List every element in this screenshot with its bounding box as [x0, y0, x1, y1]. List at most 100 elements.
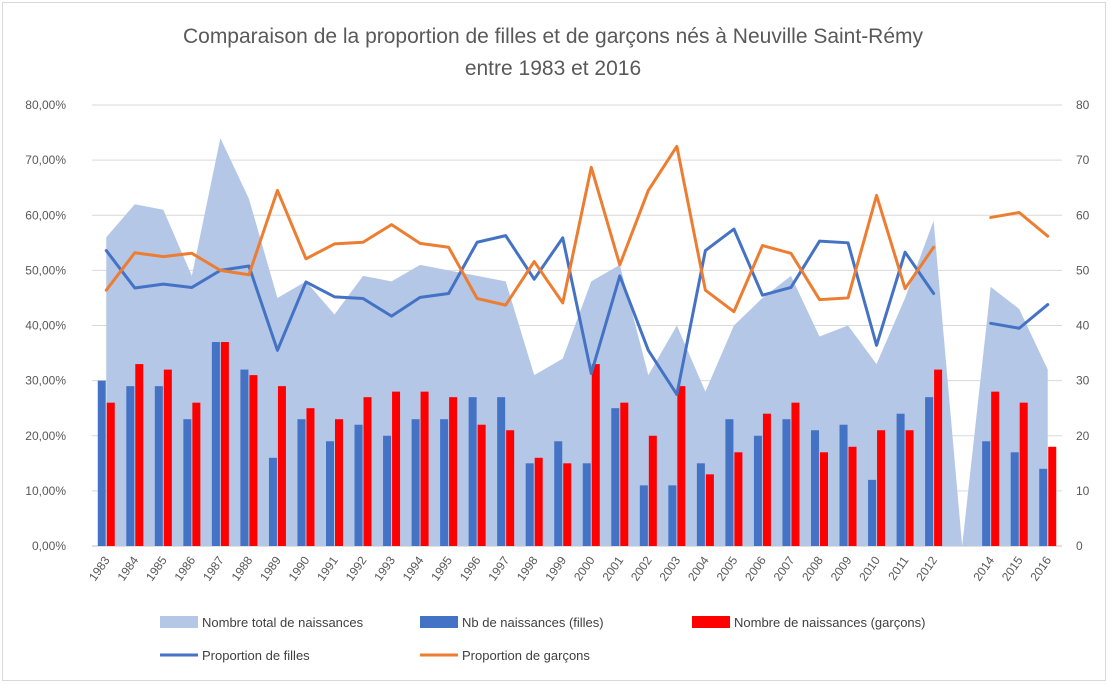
bar-girls-births — [240, 369, 249, 546]
legend-label: Proportion de garçons — [462, 648, 590, 663]
bar-girls-births — [1010, 452, 1019, 546]
x-axis-tick-label: 2004 — [685, 553, 712, 583]
bar-boys-births — [477, 424, 486, 546]
left-axis-tick-label: 30,00% — [25, 374, 66, 388]
bar-girls-births — [525, 463, 534, 546]
bar-boys-births — [648, 435, 657, 546]
right-axis-tick-label: 80 — [1076, 98, 1090, 112]
bar-girls-births — [211, 342, 220, 546]
line-proportion-girls — [104, 227, 1050, 396]
x-axis-tick-label: 2006 — [742, 553, 769, 583]
x-axis-tick-label: 2014 — [970, 553, 997, 583]
left-axis-tick-label: 70,00% — [25, 153, 66, 167]
bar-girls-births — [297, 419, 306, 546]
bar-girls-births — [725, 419, 734, 546]
bar-boys-births — [392, 391, 401, 546]
bar-girls-births — [782, 419, 791, 546]
x-axis-tick-label: 2016 — [1027, 553, 1054, 583]
bar-boys-births — [220, 342, 229, 546]
left-axis: 0,00% 10,00% 20,00% 30,00% 40,00% 50,00% 60,00… — [25, 98, 66, 553]
x-axis-tick-label: 2009 — [828, 553, 855, 583]
x-axis-tick-label: 2000 — [571, 553, 598, 583]
bar-boys-births — [306, 408, 315, 546]
x-axis-tick-label: 2003 — [657, 553, 684, 583]
bar-boys-births — [449, 397, 458, 546]
bar-girls-births — [268, 457, 277, 546]
x-axis-tick-label: 1997 — [485, 553, 512, 583]
bar-boys-births — [705, 474, 714, 546]
bar-boys-births — [591, 364, 600, 546]
x-axis-tick-label: 1987 — [200, 553, 227, 583]
bar-girls-births — [639, 485, 648, 546]
bar-boys-births — [563, 463, 572, 546]
x-axis-tick-label: 2015 — [999, 553, 1026, 583]
bar-girls-births — [154, 386, 163, 546]
line-series-layer — [104, 144, 1050, 396]
bar-girls-births — [611, 408, 620, 546]
left-axis-tick-label: 10,00% — [25, 484, 66, 498]
bar-boys-births — [363, 397, 372, 546]
x-axis-tick-label: 2002 — [628, 553, 655, 583]
x-axis-tick-label: 1996 — [457, 553, 484, 583]
left-axis-tick-label: 40,00% — [25, 319, 66, 333]
x-axis-tick-label: 1985 — [143, 553, 170, 583]
bar-boys-births — [734, 452, 743, 546]
right-axis-tick-label: 0 — [1076, 539, 1083, 553]
left-axis-tick-label: 20,00% — [25, 429, 66, 443]
bar-boys-births — [934, 369, 943, 546]
bar-boys-births — [506, 430, 515, 546]
right-axis-tick-label: 20 — [1076, 429, 1090, 443]
bar-girls-births — [868, 479, 877, 546]
right-axis-tick-label: 40 — [1076, 319, 1090, 333]
bar-boys-births — [1019, 402, 1028, 546]
bar-girls-births — [839, 424, 848, 546]
bar-boys-births — [677, 386, 686, 546]
x-axis-tick-label: 1992 — [343, 553, 370, 583]
bar-boys-births — [420, 391, 429, 546]
bar-girls-births — [753, 435, 762, 546]
bar-girls-births — [326, 441, 334, 546]
bar-boys-births — [534, 457, 543, 546]
bar-girls-births — [497, 397, 506, 546]
x-axis-tick-label: 2007 — [771, 553, 798, 583]
legend-label: Proportion de filles — [202, 648, 310, 663]
bar-girls-births — [668, 485, 677, 546]
bar-girls-births — [925, 397, 934, 546]
bar-boys-births — [848, 446, 857, 546]
left-axis-tick-label: 50,00% — [25, 263, 66, 277]
legend-swatch-bar — [692, 616, 730, 628]
x-axis-tick-label: 1994 — [400, 553, 427, 583]
right-axis-tick-label: 60 — [1076, 208, 1090, 222]
x-axis-tick-label: 2005 — [714, 553, 741, 583]
x-axis-tick-label: 2010 — [856, 553, 883, 583]
bar-girls-births — [440, 419, 449, 546]
legend-swatch-area — [160, 616, 198, 628]
x-axis-tick-label: 1983 — [86, 553, 113, 583]
bar-boys-births — [820, 452, 828, 546]
bar-boys-births — [905, 430, 914, 546]
x-axis-tick-label: 1988 — [229, 553, 256, 583]
bar-boys-births — [762, 413, 771, 546]
left-axis-tick-label: 60,00% — [25, 208, 66, 222]
legend-label: Nb de naissances (filles) — [462, 615, 604, 630]
line-proportion-boys — [104, 144, 1050, 314]
chart-title-line-2: entre 1983 et 2016 — [465, 57, 641, 80]
bar-girls-births — [126, 386, 135, 546]
legend: Nombre total de naissances Nb de naissanc… — [160, 615, 925, 663]
bar-girls-births — [383, 435, 392, 546]
left-axis-tick-label: 0,00% — [32, 539, 66, 553]
bar-girls-births — [411, 419, 420, 546]
bar-girls-births — [183, 419, 192, 546]
bar-boys-births — [620, 402, 629, 546]
x-axis-tick-label: 1995 — [428, 553, 455, 583]
bar-girls-births — [554, 441, 563, 546]
legend-label: Nombre de naissances (garçons) — [734, 615, 925, 630]
x-axis-tick-label: 2008 — [799, 553, 826, 583]
bar-girls-births — [811, 430, 819, 546]
x-axis-tick-label: 1990 — [286, 553, 313, 583]
legend-swatch-bar — [420, 616, 458, 628]
x-axis-tick-label: 1999 — [542, 553, 569, 583]
bar-boys-births — [192, 402, 201, 546]
right-axis-tick-label: 30 — [1076, 374, 1090, 388]
bar-boys-births — [106, 402, 115, 546]
